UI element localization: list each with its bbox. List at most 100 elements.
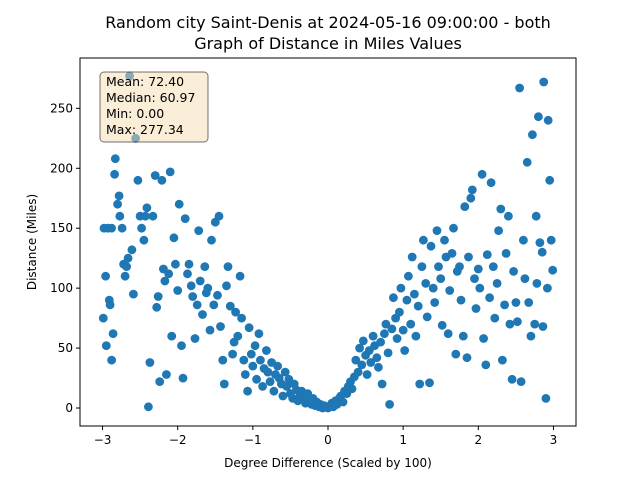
data-point [477,169,487,179]
data-point [358,336,368,346]
data-point [504,211,513,221]
data-point [110,154,120,164]
chart-title-line2: Graph of Distance in Miles Values [194,34,462,53]
data-point [546,235,556,245]
data-point [246,349,256,359]
x-axis-label: Degree Difference (Scaled by 100) [224,456,432,470]
data-point [539,77,549,87]
data-point [430,298,440,307]
data-point [282,382,292,391]
data-point [108,329,118,339]
data-point [411,331,421,341]
data-point [98,313,108,323]
data-point [455,262,464,271]
data-point [447,249,457,258]
data-point [256,355,265,365]
data-point [389,293,398,303]
data-point [522,157,532,167]
data-point [372,353,382,363]
data-point [216,322,225,331]
y-axis-ticks: 0 50 100 150 200 250 [50,101,80,415]
x-axis-ticks: −3 −2 −1 0 1 2 3 [94,426,558,447]
data-point [366,358,376,367]
data-point [396,283,406,293]
data-point [173,286,183,295]
data-point [195,276,205,286]
data-point [419,235,428,245]
data-point [426,241,436,251]
data-point [174,199,184,209]
stats-box-background [99,71,209,143]
data-point [203,283,213,293]
data-point [262,346,271,355]
data-point [123,253,133,263]
data-point [231,307,241,317]
data-point [186,281,196,291]
data-point [150,171,160,180]
data-point [451,349,461,359]
x-tick-label: 0 [324,433,332,447]
data-point [250,341,260,351]
data-point [425,378,434,388]
x-tick-label: −3 [94,433,112,447]
data-point [228,349,238,359]
data-point [387,324,397,334]
data-point [458,331,468,341]
data-point [162,370,171,379]
data-point [258,382,267,391]
data-point [114,191,124,201]
data-point [383,348,393,358]
data-point [541,394,551,403]
data-point [200,262,210,271]
data-point [488,262,498,271]
data-point [207,235,216,245]
data-point [357,360,367,370]
data-point [171,259,180,269]
data-point [115,211,125,221]
data-point [165,167,175,177]
data-point [142,203,152,213]
data-point [432,226,442,236]
data-point [482,250,492,259]
data-point [237,313,247,323]
data-point [355,343,364,353]
data-point [524,298,534,307]
data-point [485,293,494,303]
data-point [494,226,503,236]
data-point [513,317,522,327]
stats-mean: Mean: 72.40 [106,74,184,89]
data-point [511,298,521,307]
data-point [470,274,479,283]
data-point [404,271,413,281]
data-point [269,386,279,396]
data-point [449,223,458,233]
data-point [443,329,453,339]
data-point [263,367,273,377]
data-point [492,279,502,288]
y-tick-label: 250 [50,101,73,115]
data-point [198,310,207,319]
data-point [117,223,127,233]
data-point [127,245,137,255]
data-point [351,355,361,365]
data-point [139,235,149,245]
data-point [105,300,115,310]
data-point [190,334,200,343]
data-point [240,370,250,379]
data-point [153,292,163,301]
data-point [110,169,119,179]
data-point [400,346,410,355]
data-point [498,355,507,365]
data-point [239,355,249,365]
data-point [133,175,143,185]
data-point [278,391,288,401]
chart-title-line1: Random city Saint-Denis at 2024-05-16 09… [105,13,551,32]
data-point [248,361,258,371]
x-tick-label: 3 [550,433,558,447]
data-point [213,290,222,300]
data-point [500,300,509,310]
data-point [101,271,110,281]
data-point [167,331,177,341]
data-point [233,331,243,341]
